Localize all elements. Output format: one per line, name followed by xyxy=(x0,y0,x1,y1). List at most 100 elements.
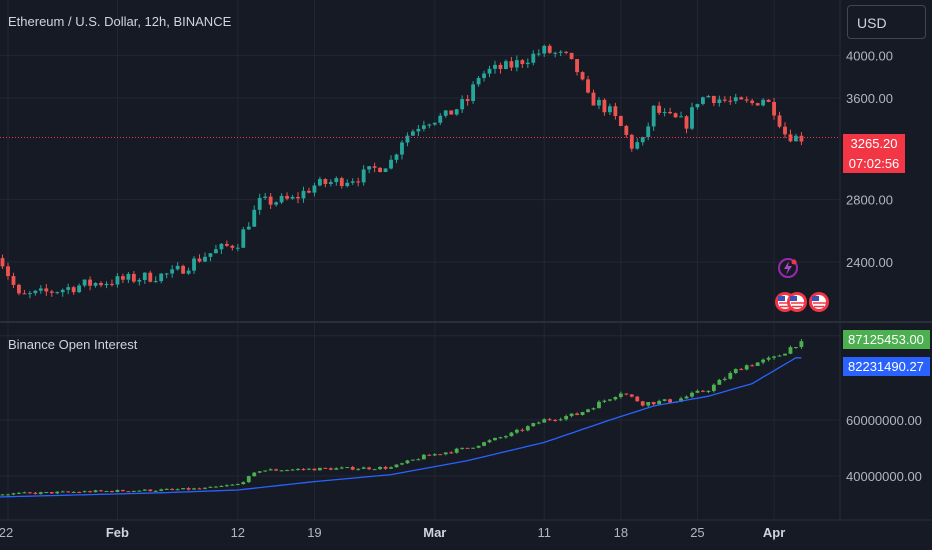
oi-axis-label: 40000000.00 xyxy=(846,469,922,484)
oi-candle xyxy=(569,413,574,417)
oi-candle xyxy=(99,490,103,492)
price-candle xyxy=(695,103,700,108)
oi-candle xyxy=(235,484,240,486)
price-candle xyxy=(22,293,27,295)
oi-candle xyxy=(186,488,191,490)
price-candle xyxy=(110,283,114,285)
oi-candle xyxy=(301,469,306,471)
price-candle xyxy=(372,166,377,168)
price-candle xyxy=(405,135,410,143)
currency-button[interactable]: USD xyxy=(847,5,926,39)
price-candle xyxy=(137,279,142,282)
oi-candle xyxy=(460,447,465,449)
price-candle xyxy=(219,243,224,250)
price-candle xyxy=(651,105,656,127)
price-candle xyxy=(618,115,623,126)
oi-candle xyxy=(208,486,213,488)
oi-candle xyxy=(66,491,71,493)
oi-candle xyxy=(38,492,43,494)
price-candle xyxy=(646,126,651,137)
price-candle xyxy=(629,134,634,149)
oi-candle xyxy=(799,341,804,348)
price-candle xyxy=(153,281,158,283)
price-candle xyxy=(722,99,727,101)
oi-candle xyxy=(498,437,503,439)
price-candle xyxy=(482,73,486,78)
oi-candle xyxy=(400,463,404,465)
oi-candle xyxy=(668,399,673,403)
price-candle xyxy=(706,95,711,98)
price-candle xyxy=(6,266,10,277)
oi-candle xyxy=(170,488,175,490)
open-interest-value-tag: 87125453.00 xyxy=(843,330,930,349)
oi-candle xyxy=(17,492,21,494)
oi-candle xyxy=(224,485,229,487)
price-candle xyxy=(558,51,563,53)
price-candle xyxy=(657,105,662,113)
price-candle xyxy=(701,97,705,104)
price-candle xyxy=(525,62,530,65)
price-candle xyxy=(690,107,694,129)
price-candle xyxy=(421,125,426,129)
oi-candle xyxy=(427,454,432,456)
price-candle xyxy=(777,115,782,127)
oi-candle xyxy=(44,492,49,494)
oi-candle xyxy=(575,413,579,415)
price-candle xyxy=(684,116,689,129)
last-price-tag: 3265.20 xyxy=(843,134,905,154)
oi-candle xyxy=(131,490,136,492)
price-candle xyxy=(126,273,131,280)
oi-candle xyxy=(777,355,782,357)
price-candle xyxy=(520,60,525,65)
oi-candle xyxy=(159,489,164,491)
price-candle xyxy=(361,169,366,183)
oi-candle xyxy=(493,437,497,441)
oi-candle xyxy=(60,491,65,493)
price-candle xyxy=(504,61,508,69)
oi-candle xyxy=(0,494,5,496)
price-candle xyxy=(11,276,16,285)
price-candle xyxy=(99,283,103,286)
oi-candle xyxy=(27,492,32,494)
price-axis-label: 2800.00 xyxy=(846,193,893,208)
oi-candle xyxy=(525,426,530,431)
oi-candle xyxy=(482,442,486,446)
oi-axis-label: 60000000.00 xyxy=(846,413,922,428)
price-candle xyxy=(49,291,54,293)
price-candle xyxy=(438,115,443,123)
oi-candle xyxy=(465,447,470,449)
price-candle xyxy=(717,99,722,104)
oi-candle xyxy=(77,491,82,493)
price-candle xyxy=(164,273,169,275)
price-candle xyxy=(148,272,153,282)
oi-candle xyxy=(591,408,596,410)
oi-candle xyxy=(602,400,607,402)
price-candle xyxy=(33,290,38,294)
oi-candle xyxy=(635,396,640,402)
oi-candle xyxy=(290,469,295,471)
price-candle xyxy=(449,110,454,115)
oi-candle xyxy=(405,460,410,464)
price-candle xyxy=(66,287,71,290)
oi-candle xyxy=(137,490,142,492)
oi-candle xyxy=(520,429,525,431)
oi-candle xyxy=(148,489,153,492)
oi-candle xyxy=(268,469,273,471)
price-candle xyxy=(186,270,191,274)
price-candle xyxy=(77,285,82,293)
oi-candle xyxy=(531,423,536,427)
price-candle xyxy=(586,79,590,93)
price-candle xyxy=(668,111,673,114)
oi-candle xyxy=(82,491,87,493)
oi-candle xyxy=(394,464,399,468)
price-candle xyxy=(82,279,87,286)
oi-candle xyxy=(772,356,776,358)
us-flag-canton xyxy=(778,296,785,301)
price-candle xyxy=(564,51,569,53)
oi-candle xyxy=(323,467,328,469)
oi-candle xyxy=(214,486,218,488)
price-candle xyxy=(416,128,421,132)
oi-candle xyxy=(547,419,552,421)
